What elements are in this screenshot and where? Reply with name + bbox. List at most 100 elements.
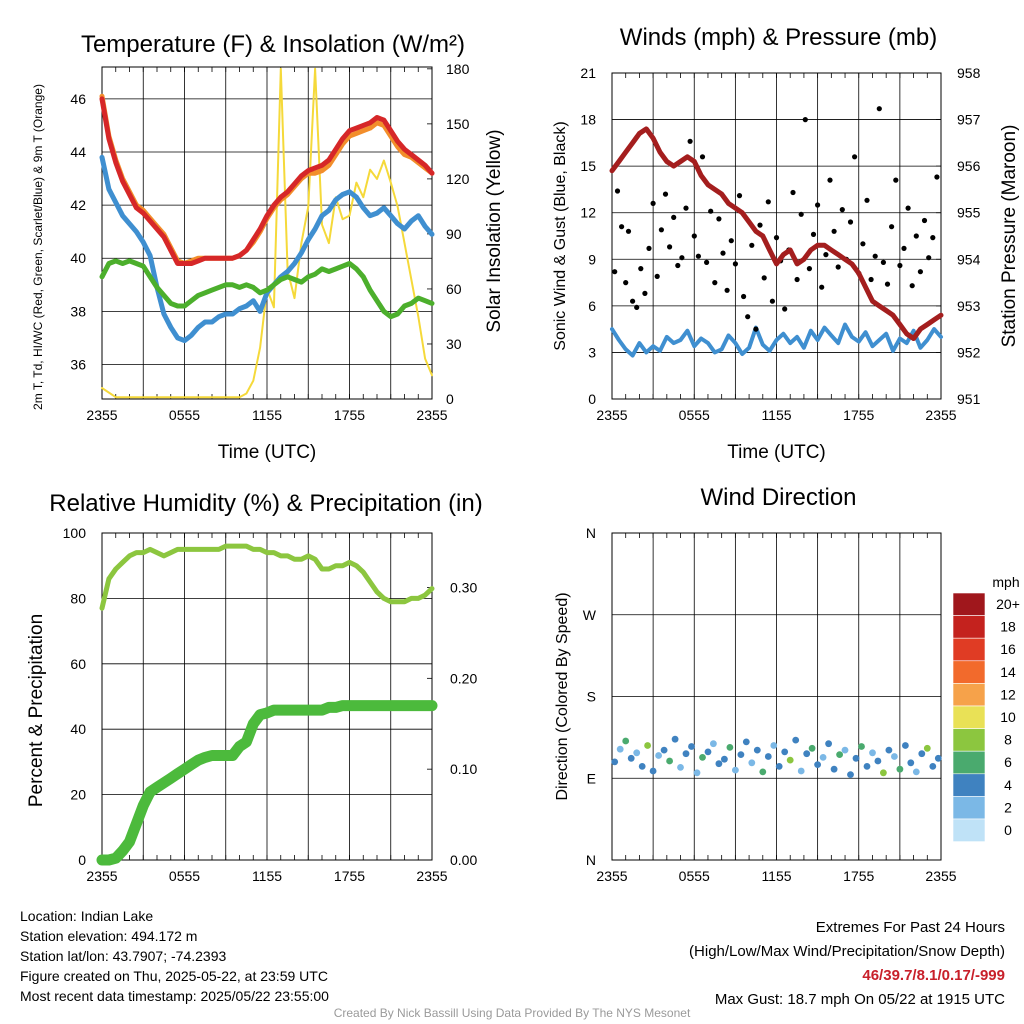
rh-x-tick-label: 0555 bbox=[169, 868, 200, 884]
wind-gust-point bbox=[802, 117, 808, 123]
max-gust: Max Gust: 18.7 mph On 05/22 at 1915 UTC bbox=[714, 991, 1005, 1008]
dir-chart-title: Wind Direction bbox=[700, 484, 856, 511]
dir-y-tick-label: E bbox=[587, 770, 596, 786]
dir-point bbox=[803, 750, 811, 758]
dir-y-axis-label: Direction (Colored By Speed) bbox=[554, 592, 571, 800]
wind-gust-point bbox=[654, 273, 660, 279]
dir-point bbox=[682, 750, 690, 758]
wind-gust-point bbox=[769, 298, 776, 304]
temp-y-tick-label: 44 bbox=[70, 144, 86, 160]
dir-legend-label: 18 bbox=[1000, 619, 1016, 635]
wind-gust-point bbox=[667, 244, 673, 250]
dir-legend-swatch bbox=[952, 750, 986, 775]
dir-point bbox=[638, 763, 646, 770]
dir-point bbox=[655, 752, 662, 759]
wind-gust-point bbox=[930, 235, 936, 241]
wind-gust-point bbox=[790, 189, 796, 196]
station-info: Location: Indian Lake Station elevation:… bbox=[20, 906, 329, 1006]
extremes-title: Extremes For Past 24 Hours bbox=[815, 919, 1005, 936]
dir-point bbox=[880, 769, 887, 777]
wind-gust-point bbox=[806, 266, 813, 272]
dir-point bbox=[825, 740, 832, 748]
dir-legend-title: mph bbox=[992, 574, 1019, 590]
wind-gust-point bbox=[847, 219, 854, 225]
wind-x-tick-label: 2355 bbox=[596, 407, 627, 423]
rh-y-tick-label: 40 bbox=[70, 721, 86, 737]
wind-y-tick-label: 21 bbox=[580, 65, 596, 81]
dir-point bbox=[726, 744, 734, 751]
temp-x-tick-label: 1755 bbox=[334, 407, 365, 423]
dir-legend-swatch bbox=[952, 796, 986, 820]
wind-gust-point bbox=[782, 306, 788, 312]
extremes-subtitle: (High/Low/Max Wind/Precipitation/Snow De… bbox=[689, 943, 1005, 960]
dir-point bbox=[863, 763, 871, 770]
wind-gust-point bbox=[868, 276, 874, 283]
winds-pressure-panel: Winds (mph) & Pressure (mb) 2355 0555 1155 1… bbox=[552, 24, 1020, 463]
rh-x-tick-label: 1155 bbox=[252, 868, 282, 884]
rh-y-tick-label: 20 bbox=[70, 787, 86, 803]
dir-point bbox=[693, 769, 701, 777]
station-location: Location: Indian Lake bbox=[20, 908, 154, 924]
dir-legend-label: 14 bbox=[1000, 664, 1016, 680]
wind-right-axis-label: Station Pressure (Maroon) bbox=[999, 125, 1020, 348]
dir-y-tick-label: W bbox=[583, 607, 597, 623]
extremes-box: Extremes For Past 24 Hours (High/Low/Max… bbox=[689, 916, 1005, 1012]
temp-x-tick-label: 1155 bbox=[252, 407, 282, 423]
temp-y-tick-label: 36 bbox=[70, 356, 86, 372]
wind-x-axis-label: Time (UTC) bbox=[727, 442, 826, 463]
dir-x-tick-label: 1155 bbox=[761, 868, 791, 884]
wind-x-tick-label: 2355 bbox=[925, 407, 956, 423]
temp-series-solar-insolation bbox=[101, 67, 433, 399]
temp-right-tick-label: 0 bbox=[446, 391, 454, 407]
wind-series-station-pressure bbox=[609, 126, 944, 341]
dir-point bbox=[891, 753, 898, 760]
dir-point bbox=[649, 767, 657, 775]
wind-gust-point bbox=[716, 216, 722, 222]
temp-y-tick-label: 38 bbox=[70, 303, 86, 319]
rh-y-tick-label: 0 bbox=[78, 852, 86, 868]
wind-gust-point bbox=[691, 233, 697, 239]
wind-gust-point bbox=[619, 224, 625, 230]
dir-point bbox=[622, 737, 630, 745]
wind-x-tick-label: 1755 bbox=[843, 407, 874, 423]
wind-gust-point bbox=[634, 304, 640, 310]
wind-gust-point bbox=[625, 228, 632, 234]
rh-right-tick-label: 0.10 bbox=[450, 761, 477, 777]
wind-gust-point bbox=[872, 253, 878, 259]
rh-right-tick-label: 0.00 bbox=[450, 852, 477, 868]
wind-gust-point bbox=[831, 228, 837, 234]
temp-x-tick-label: 2355 bbox=[416, 407, 447, 423]
wind-gust-point bbox=[901, 245, 907, 251]
wind-gust-point bbox=[683, 205, 689, 211]
wind-gust-point bbox=[658, 227, 665, 233]
wind-gust-point bbox=[695, 253, 702, 259]
wind-gust-point bbox=[630, 298, 636, 304]
dir-point bbox=[902, 742, 909, 749]
dir-point bbox=[737, 751, 745, 758]
wind-gust-point bbox=[823, 252, 829, 258]
dir-point bbox=[699, 754, 706, 761]
wind-gust-point bbox=[864, 197, 870, 203]
dir-legend-label: 10 bbox=[1000, 709, 1016, 725]
wind-gust-point bbox=[679, 255, 685, 261]
dir-point bbox=[830, 765, 838, 773]
dir-point bbox=[677, 764, 684, 771]
wind-gust-point bbox=[638, 266, 644, 272]
dir-point bbox=[748, 759, 756, 767]
dir-point bbox=[753, 746, 761, 754]
wind-gust-point bbox=[642, 290, 648, 296]
temp-right-tick-label: 90 bbox=[446, 226, 462, 242]
wind-gust-point bbox=[876, 106, 882, 112]
dir-y-tick-label: N bbox=[586, 852, 596, 868]
temp-x-tick-label: 0555 bbox=[169, 407, 200, 423]
wind-gust-point bbox=[650, 200, 656, 206]
wind-gust-point bbox=[880, 259, 887, 265]
dir-legend-label: 4 bbox=[1004, 777, 1012, 793]
wind-gust-point bbox=[765, 199, 771, 205]
rh-y-tick-label: 100 bbox=[63, 525, 87, 541]
rh-series-precipitation bbox=[96, 700, 438, 866]
dir-point bbox=[715, 760, 723, 768]
dir-point bbox=[885, 746, 893, 754]
wind-chart-title: Winds (mph) & Pressure (mb) bbox=[620, 24, 937, 51]
